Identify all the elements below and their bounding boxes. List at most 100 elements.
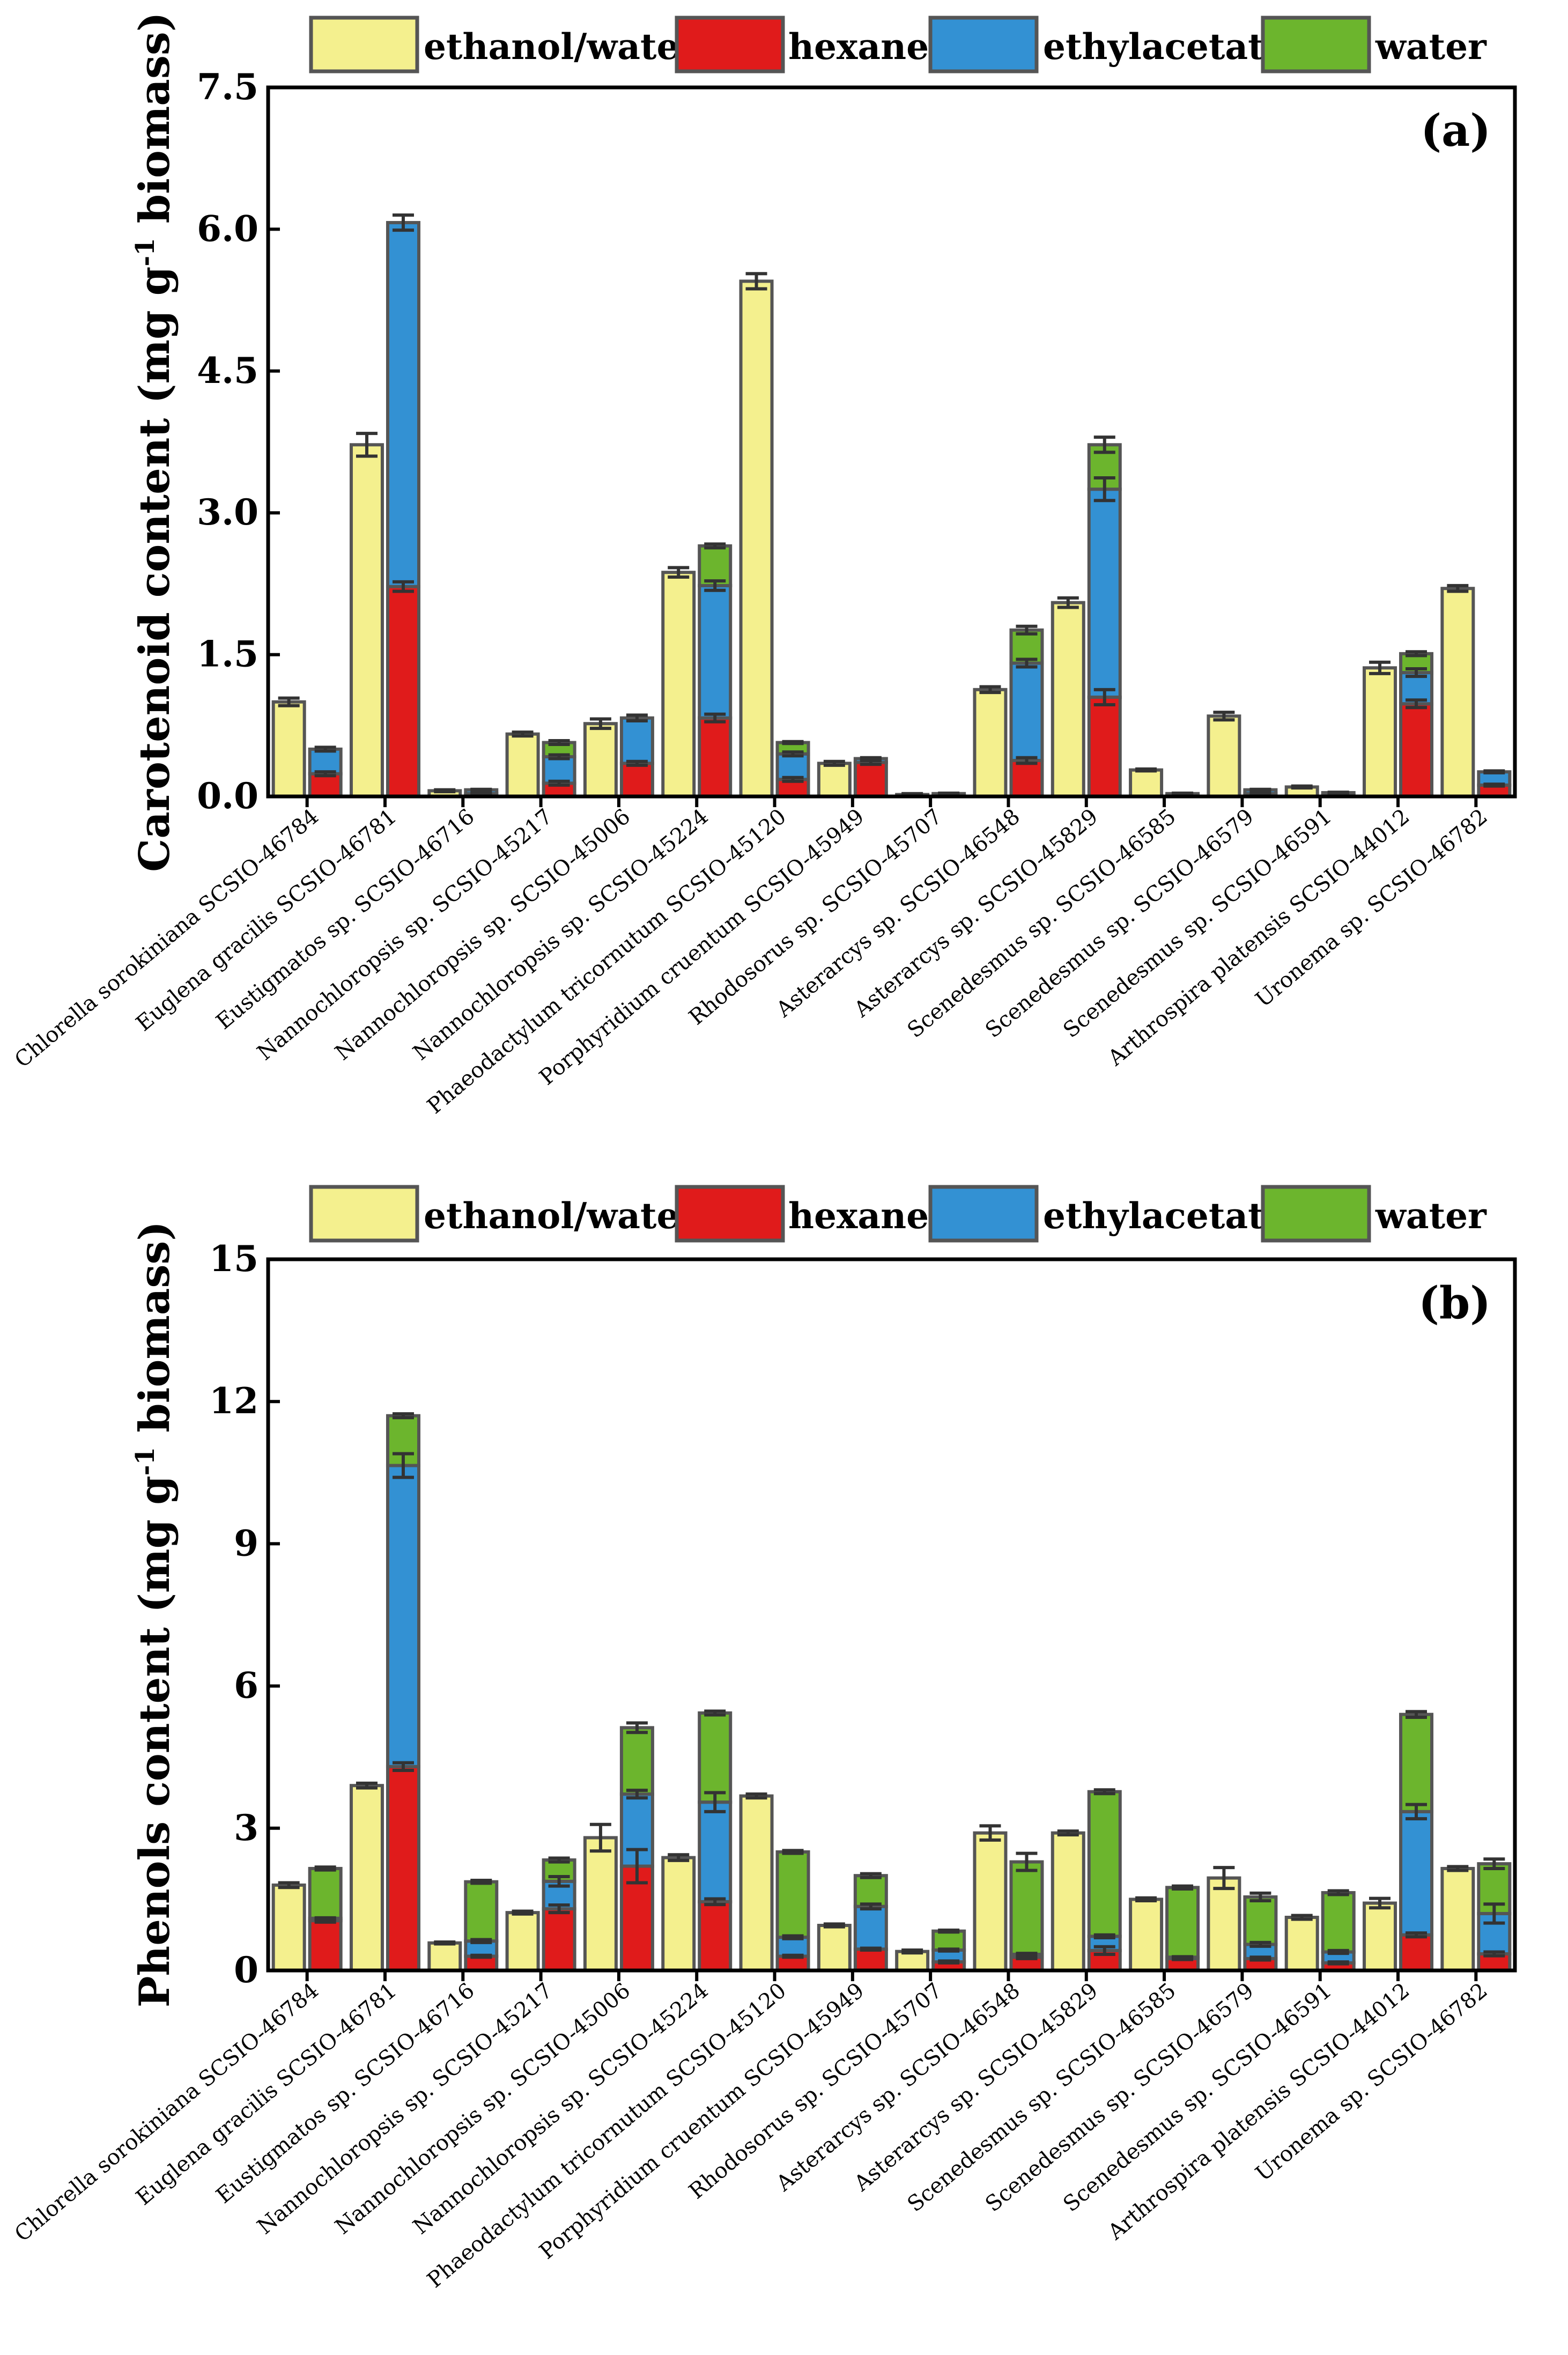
err-ethanol-water-b-12 — [1213, 1866, 1235, 1891]
bar-hexane-b-14 — [1399, 1933, 1434, 1972]
err-ethanol-water-a-5 — [668, 566, 690, 579]
err-ethylacetate-b-12 — [1249, 1940, 1271, 1948]
bar-water-b-8 — [931, 1929, 966, 1952]
bar-ethanol-water-b-4 — [583, 1836, 618, 1972]
bar-water-b-14 — [1399, 1712, 1434, 1813]
err-hexane-b-4 — [626, 1848, 648, 1885]
y-axis-title-b-main: Phenols content (mg g — [130, 1475, 179, 2007]
bar-ethanol-water-a-4 — [583, 722, 618, 798]
panel-label-b: (b) — [1418, 1278, 1491, 1329]
err-ethylacetate-a-0 — [314, 745, 336, 753]
legend-a: ethanol/water hexane ethylacetate water — [309, 16, 1487, 73]
bar-ethanol-water-a-12 — [1207, 714, 1241, 798]
bar-ethanol-water-a-5 — [661, 571, 696, 799]
bar-ethylacetate-a-10 — [1087, 488, 1122, 699]
bar-water-b-13 — [1321, 1891, 1356, 1954]
y-tick-label-a-5: 7.5 — [197, 66, 258, 108]
err-water-a-3 — [548, 739, 570, 747]
err-hexane-b-7 — [860, 1946, 882, 1952]
err-ethylacetate-a-6 — [782, 750, 804, 758]
bar-ethanol-water-b-11 — [1129, 1898, 1164, 1972]
err-ethanol-water-b-14 — [1369, 1896, 1391, 1910]
err-hexane-a-12 — [1249, 791, 1271, 796]
y-axis-title-a-sup: -1 — [130, 238, 160, 266]
err-hexane-b-6 — [782, 1953, 804, 1959]
err-ethanol-water-a-4 — [589, 717, 611, 730]
err-ethylacetate-a-4 — [626, 713, 648, 722]
err-hexane-b-3 — [548, 1903, 570, 1915]
err-hexane-a-9 — [1016, 756, 1038, 765]
err-water-b-10 — [1093, 1788, 1115, 1796]
err-hexane-b-5 — [704, 1897, 726, 1907]
err-water-b-12 — [1249, 1891, 1271, 1903]
err-ethanol-water-a-2 — [434, 788, 456, 794]
bar-ethanol-water-b-15 — [1440, 1866, 1475, 1972]
legend-label-ethylacetate-b: ethylacetate — [1043, 1195, 1287, 1237]
err-ethanol-water-a-9 — [979, 685, 1001, 695]
y-axis-title-b-tail: biomass) — [130, 1221, 179, 1447]
err-ethylacetate-b-4 — [626, 1789, 648, 1800]
err-water-a-5 — [704, 542, 726, 550]
bar-ethanol-water-b-12 — [1207, 1876, 1241, 1973]
legend-label-hexane-b: hexane — [788, 1195, 929, 1237]
legend-swatch-ethylacetate-a — [928, 16, 1039, 73]
err-ethylacetate-b-3 — [548, 1874, 570, 1888]
err-ethylacetate-a-11 — [1172, 791, 1194, 796]
err-hexane-a-6 — [782, 776, 804, 783]
y-axis-b: 0 3 6 9 12 15 — [209, 1238, 280, 1991]
err-hexane-a-0 — [314, 770, 336, 778]
err-hexane-b-15 — [1483, 1950, 1505, 1958]
bar-ethylacetate-b-1 — [386, 1464, 420, 1768]
err-hexane-a-15 — [1483, 782, 1505, 788]
err-water-b-8 — [938, 1928, 960, 1934]
err-ethanol-water-b-8 — [901, 1948, 923, 1955]
bar-hexane-b-5 — [698, 1900, 733, 1973]
err-hexane-a-2 — [470, 791, 492, 796]
err-hexane-b-8 — [938, 1959, 960, 1965]
bar-water-b-6 — [775, 1850, 810, 1939]
y-tick-label-b-2: 6 — [234, 1665, 258, 1707]
err-hexane-b-2 — [470, 1953, 492, 1959]
err-ethanol-water-a-1 — [356, 432, 378, 458]
bar-hexane-a-5 — [698, 716, 733, 798]
err-ethanol-water-a-3 — [512, 730, 534, 738]
err-ethylacetate-b-9 — [1016, 1952, 1038, 1957]
err-ethylacetate-b-8 — [938, 1947, 960, 1953]
bar-ethylacetate-b-14 — [1399, 1810, 1434, 1937]
bar-water-b-12 — [1243, 1895, 1278, 1946]
bar-hexane-b-0 — [308, 1919, 343, 1972]
bar-ethanol-water-b-9 — [973, 1831, 1008, 1972]
err-water-b-6 — [782, 1849, 804, 1855]
err-water-b-14 — [1406, 1710, 1428, 1719]
err-ethylacetate-b-15 — [1483, 1902, 1505, 1925]
plot-frame-a — [266, 85, 1517, 799]
err-ethylacetate-b-7 — [860, 1902, 882, 1911]
bar-water-b-0 — [308, 1866, 343, 1920]
bar-water-b-7 — [853, 1874, 888, 1908]
legend-swatch-ethanol-water-a — [309, 16, 419, 73]
bar-ethanol-water-b-5 — [661, 1856, 696, 1972]
bars-b — [271, 1412, 1512, 1973]
err-ethanol-water-b-5 — [668, 1853, 690, 1862]
bar-hexane-a-7 — [853, 761, 888, 798]
bar-ethanol-water-b-13 — [1284, 1915, 1319, 1972]
err-water-b-9 — [1016, 1851, 1038, 1872]
bar-ethylacetate-a-1 — [386, 221, 420, 588]
err-hexane-a-14 — [1406, 698, 1428, 710]
bar-ethanol-water-a-11 — [1129, 768, 1164, 799]
legend-swatch-ethanol-water-b — [309, 1185, 419, 1243]
err-ethylacetate-b-14 — [1406, 1803, 1428, 1821]
err-ethylacetate-a-9 — [1016, 658, 1038, 669]
legend-label-ethanol-water-b: ethanol/water — [424, 1195, 698, 1237]
bar-ethanol-water-a-3 — [505, 732, 540, 798]
bar-ethanol-water-a-0 — [271, 700, 306, 798]
y-axis-title-a: Carotenoid content (mg g-1 biomass) — [130, 12, 179, 872]
bar-ethylacetate-a-4 — [619, 716, 654, 765]
err-ethanol-water-b-7 — [823, 1922, 845, 1929]
y-tick-label-b-1: 3 — [234, 1807, 258, 1849]
bar-water-b-2 — [464, 1880, 499, 1943]
err-hexane-b-14 — [1406, 1931, 1428, 1939]
legend-b: ethanol/water hexane ethylacetate water — [309, 1185, 1487, 1243]
y-tick-label-a-2: 3.0 — [197, 491, 258, 533]
